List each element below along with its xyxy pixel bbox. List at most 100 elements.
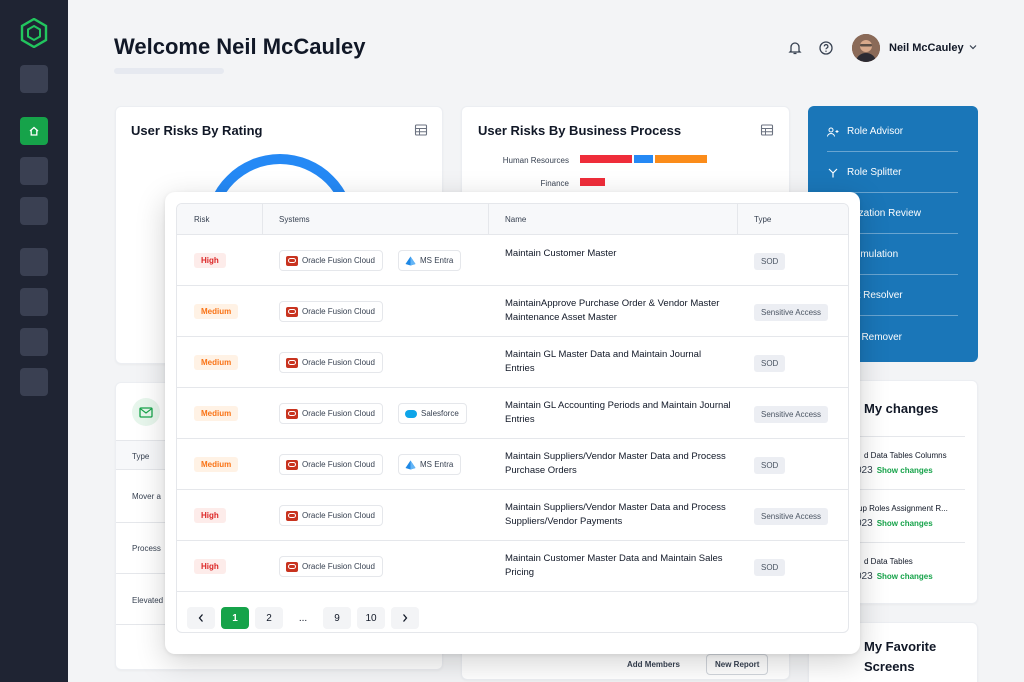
page-button-2[interactable]: 2 (255, 607, 283, 629)
tool-label: SOD Simulation (827, 249, 899, 260)
system-chip: Oracle Fusion Cloud (279, 454, 383, 475)
table-row[interactable]: Medium Oracle Fusion Cloud MaintainAppro… (177, 286, 848, 337)
table-row[interactable]: High Oracle Fusion Cloud MS Entra Mainta… (177, 235, 848, 286)
user-name[interactable]: Neil McCauley (889, 42, 964, 54)
col-risk[interactable]: Risk (194, 215, 210, 224)
page-button-10[interactable]: 10 (357, 607, 385, 629)
mail-badge (132, 398, 160, 426)
card-title-process: User Risks By Business Process (478, 123, 682, 138)
sidebar-item-1[interactable] (20, 65, 48, 93)
risk-name: Maintain GL Accounting Periods and Maint… (505, 400, 731, 425)
users-icon (827, 127, 839, 137)
sidebar-item-8[interactable] (20, 368, 48, 396)
card-user-risks-process (461, 106, 790, 198)
chevron-down-icon[interactable] (968, 42, 978, 52)
my-changes-title: My changes (864, 401, 939, 416)
table-view-icon[interactable] (760, 123, 774, 137)
risk-name: MaintainApprove Purchase Order & Vendor … (505, 298, 720, 323)
process-bar-hr-high (580, 155, 632, 163)
process-bar-hr-medium (655, 155, 707, 163)
new-report-button[interactable]: New Report (706, 654, 769, 675)
chevron-left-icon (198, 614, 203, 622)
risk-name: Maintain Suppliers/Vendor Master Data an… (505, 451, 726, 476)
change-item-title: up Roles Assignment R... (858, 504, 948, 513)
home-icon (29, 126, 39, 136)
help-icon[interactable] (818, 40, 834, 56)
page-ellipsis: ... (298, 612, 308, 624)
tool-role-advisor[interactable]: Role Advisor (827, 112, 958, 152)
type-badge: SOD (754, 457, 786, 474)
type-badge: Sensitive Access (754, 508, 829, 525)
add-members-button[interactable]: Add Members (627, 660, 680, 669)
process-label-finance: Finance (540, 179, 569, 188)
risk-badge: Medium (194, 457, 239, 472)
prev-page-button[interactable] (187, 607, 215, 629)
ms-entra-icon (405, 460, 416, 469)
risk-badge: Medium (194, 355, 239, 370)
avatar[interactable] (852, 34, 880, 62)
table-row[interactable]: Medium Oracle Fusion Cloud Salesforce Ma… (177, 388, 848, 439)
table-view-icon[interactable] (414, 123, 428, 137)
divider (853, 436, 965, 437)
oracle-icon (286, 306, 298, 317)
bell-icon[interactable] (787, 40, 803, 56)
tool-sod-simulation[interactable]: SOD Simulation (827, 235, 958, 275)
tool-role-splitter[interactable]: Role Splitter (827, 153, 958, 193)
system-chip: MS Entra (398, 250, 462, 271)
sidebar-item-4[interactable] (20, 197, 48, 225)
col-separator (262, 204, 263, 235)
divider (853, 489, 965, 490)
sidebar-item-home[interactable] (20, 117, 48, 145)
left-row-1: Mover a (132, 492, 161, 501)
system-chip: Salesforce (398, 403, 467, 424)
left-type-header: Type (132, 452, 150, 461)
sidebar-item-3[interactable] (20, 157, 48, 185)
type-badge: Sensitive Access (754, 304, 829, 321)
show-changes-link[interactable]: Show changes (876, 572, 933, 581)
table-row[interactable]: High Oracle Fusion Cloud Maintain Custom… (177, 541, 848, 592)
risk-badge: High (194, 508, 226, 523)
title-underline (114, 68, 224, 74)
divider (853, 542, 965, 543)
oracle-icon (286, 510, 298, 521)
risk-name: Maintain Customer Master (505, 248, 617, 259)
page-button-9[interactable]: 9 (323, 607, 351, 629)
show-changes-link[interactable]: Show changes (876, 466, 933, 475)
chevron-right-icon (403, 614, 408, 622)
change-item-title: d Data Tables (864, 557, 913, 566)
type-badge: SOD (754, 559, 786, 576)
avatar-image (852, 34, 880, 62)
type-badge: SOD (754, 355, 786, 372)
risk-badge: Medium (194, 406, 239, 421)
type-badge: Sensitive Access (754, 406, 829, 423)
page-button-1[interactable]: 1 (221, 607, 249, 629)
risk-name: Maintain Suppliers/Vendor Master Data an… (505, 502, 726, 527)
sidebar-item-6[interactable] (20, 288, 48, 316)
oracle-icon (286, 561, 298, 572)
ms-entra-icon (405, 256, 416, 265)
system-chip: Oracle Fusion Cloud (279, 556, 383, 577)
next-page-button[interactable] (391, 607, 419, 629)
tool-authorization-review[interactable]: Authorization Review (827, 194, 958, 234)
show-changes-link[interactable]: Show changes (876, 519, 933, 528)
table-row[interactable]: High Oracle Fusion Cloud Maintain Suppli… (177, 490, 848, 541)
table-row[interactable]: Medium Oracle Fusion Cloud Maintain GL M… (177, 337, 848, 388)
col-type[interactable]: Type (754, 215, 772, 224)
table-row[interactable]: Medium Oracle Fusion Cloud MS Entra Main… (177, 439, 848, 490)
sidebar-item-7[interactable] (20, 328, 48, 356)
risk-name: Maintain GL Master Data and Maintain Jou… (505, 349, 702, 374)
col-systems[interactable]: Systems (279, 215, 310, 224)
sidebar-item-5[interactable] (20, 248, 48, 276)
card-title-rating: User Risks By Rating (131, 123, 263, 138)
tool-conflict-resolver[interactable]: Conflict Resolver (827, 276, 958, 316)
system-chip: Oracle Fusion Cloud (279, 352, 383, 373)
col-name[interactable]: Name (505, 215, 527, 224)
oracle-icon (286, 408, 298, 419)
page-title: Welcome Neil McCauley (114, 34, 366, 59)
tool-activity-remover[interactable]: Activity Remover (827, 317, 958, 357)
logo-icon[interactable] (20, 18, 48, 48)
col-separator (488, 204, 489, 235)
divider (116, 522, 166, 523)
divider (116, 624, 166, 625)
risks-modal: Risk Systems Name Type High Oracle Fusio… (165, 192, 860, 654)
